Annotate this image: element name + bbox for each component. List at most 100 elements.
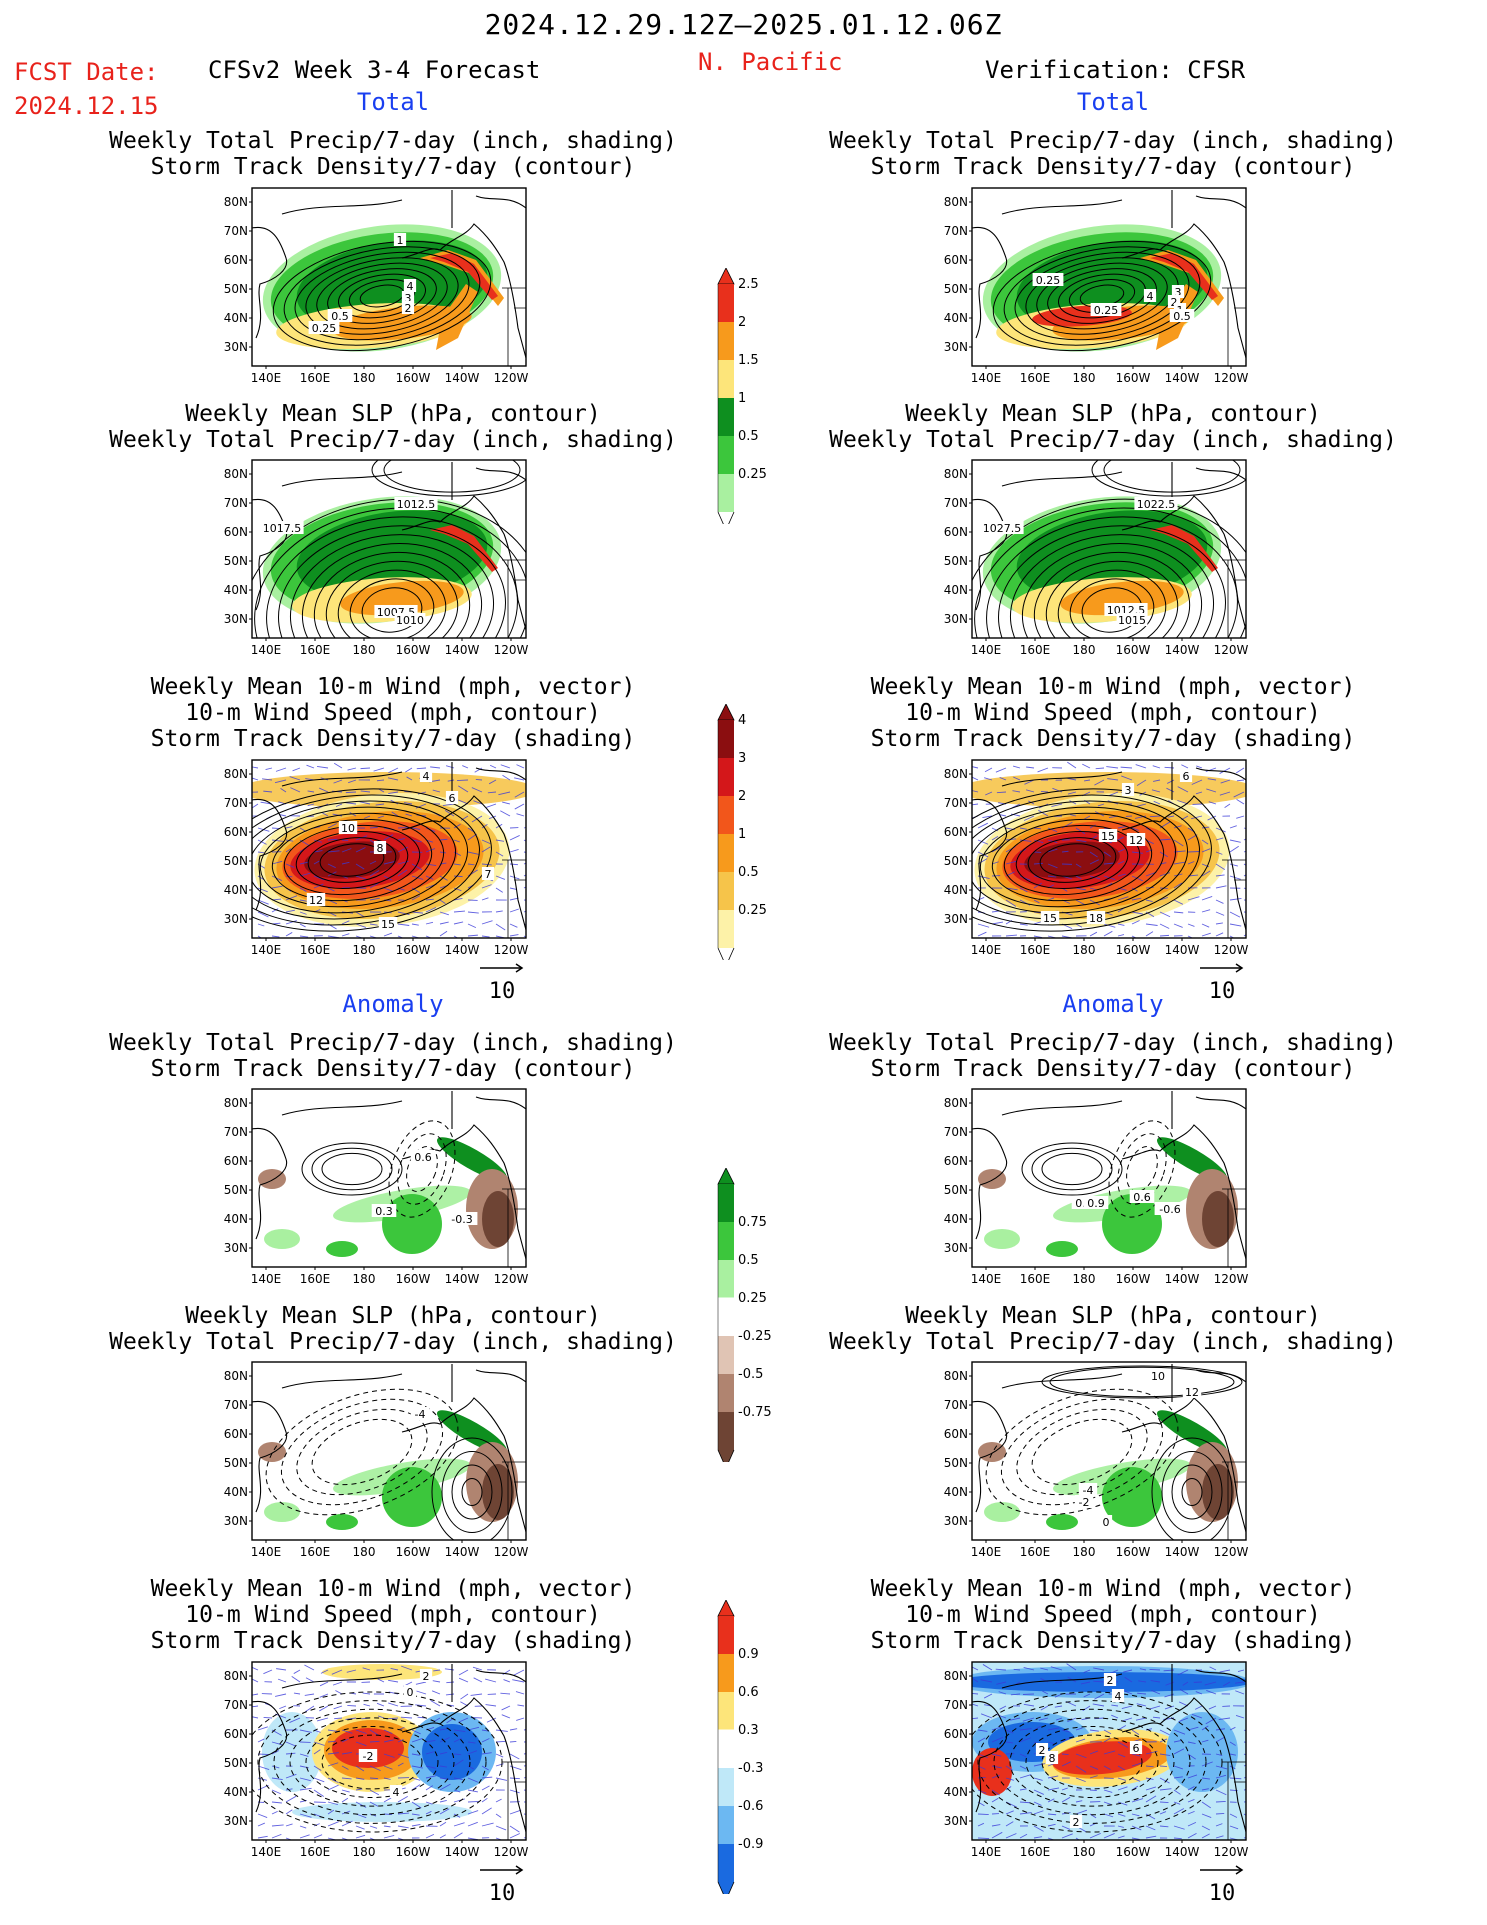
lon-tick-label: 160W [396,943,431,957]
contour-label: -0.3 [451,1213,472,1226]
contour-label: 2 [423,1670,430,1683]
map-panel-ob-total-precip: 0.2543210.50.2580N70N60N50N40N30N140E160… [920,186,1450,396]
lon-tick-label: 160W [1116,1272,1151,1286]
lat-tick-label: 60N [224,525,248,539]
lat-tick-label: 50N [224,282,248,296]
lon-tick-label: 140E [251,943,282,957]
contour-label: 1012.5 [397,498,436,511]
lon-tick-label: 120W [494,1545,529,1559]
lat-tick-label: 70N [224,1125,248,1139]
colorbar-label: -0.25 [738,1329,772,1344]
lat-tick-label: 80N [224,195,248,209]
lat-tick-label: 30N [224,340,248,354]
contour-label: 0 [1103,1516,1110,1529]
lon-tick-label: 140W [1165,371,1200,385]
lon-tick-label: 160E [300,643,331,657]
contour-label: 3 [1125,784,1132,797]
lon-tick-label: 120W [1214,1845,1249,1859]
lon-tick-label: 160W [1116,643,1151,657]
lon-tick-label: 140E [971,1545,1002,1559]
lat-tick-label: 30N [944,612,968,626]
lat-tick-label: 50N [944,282,968,296]
contour-label: 0.5 [331,310,349,323]
lon-tick-label: 140E [251,1545,282,1559]
vector-ref-ob-anom: 10 [1192,1862,1252,1906]
title-ob-anom-slp: Weekly Mean SLP (hPa, contour) Weekly Tot… [829,1303,1397,1355]
lon-tick-label: 180 [1073,943,1096,957]
colorbar-label: 4 [738,713,746,728]
contour-label: 0.5 [1173,310,1191,323]
lat-tick-label: 70N [224,1398,248,1412]
contour-label: 15 [1101,830,1115,843]
contour-label: 4 [393,1786,400,1799]
lon-tick-label: 160E [1020,643,1051,657]
lon-tick-label: 180 [1073,371,1096,385]
contour-label: 4 [1147,290,1154,303]
lat-tick-label: 40N [944,311,968,325]
map-panel-ob-anom-precip: 0.30.90.6-0.680N70N60N50N40N30N140E160E1… [920,1087,1450,1297]
lon-tick-label: 120W [494,643,529,657]
lon-tick-label: 140E [251,643,282,657]
contour-label: 8 [1049,1752,1056,1765]
colorbar-label: 2 [738,789,746,804]
lat-tick-label: 50N [944,1756,968,1770]
lat-tick-label: 40N [944,583,968,597]
title-fc-total-wind: Weekly Mean 10-m Wind (mph, vector) 10-m … [150,674,636,752]
lat-tick-label: 80N [944,1669,968,1683]
lon-tick-label: 160W [396,1272,431,1286]
contour-label: 12 [1129,834,1143,847]
lon-tick-label: 160W [1116,371,1151,385]
lon-tick-label: 160E [300,371,331,385]
lon-tick-label: 160E [300,1545,331,1559]
lat-tick-label: 50N [224,1756,248,1770]
lon-tick-label: 160E [300,1272,331,1286]
lat-tick-label: 80N [224,767,248,781]
colorbar-label: 2.5 [738,277,759,292]
title-fc-anom-slp: Weekly Mean SLP (hPa, contour) Weekly Tot… [109,1303,677,1355]
colorbar-label: 0.5 [738,865,759,880]
contour-label: 1015 [1118,614,1146,627]
lat-tick-label: 70N [224,1698,248,1712]
lon-tick-label: 180 [1073,1845,1096,1859]
lon-tick-label: 120W [494,1845,529,1859]
contour-label: 0.25 [1036,274,1061,287]
lat-tick-label: 60N [224,1727,248,1741]
vector-ref-fc-anom: 10 [472,1862,532,1906]
lon-tick-label: 160E [1020,1272,1051,1286]
contour-label: 6 [1133,1742,1140,1755]
lon-tick-label: 140W [445,371,480,385]
lat-tick-label: 70N [224,496,248,510]
colorbar-label: 0.3 [738,1723,759,1738]
arrow-icon [1200,1865,1244,1875]
colorbar-label: -0.6 [738,1799,763,1814]
lon-tick-label: 180 [353,943,376,957]
lon-tick-label: 140W [445,643,480,657]
lon-tick-label: 140E [251,371,282,385]
lon-tick-label: 140W [445,1272,480,1286]
colorbar-label: 0.5 [738,1253,759,1268]
title-fc-anom-wind: Weekly Mean 10-m Wind (mph, vector) 10-m … [150,1576,636,1654]
title-ob-total-slp: Weekly Mean SLP (hPa, contour) Weekly Tot… [829,401,1397,453]
vector-ref-ob-total: 10 [1192,960,1252,1004]
lat-tick-label: 70N [224,796,248,810]
lon-tick-label: 140E [971,371,1002,385]
lon-tick-label: 180 [1073,1272,1096,1286]
lon-tick-label: 180 [353,1272,376,1286]
lat-tick-label: 80N [944,767,968,781]
lon-tick-label: 120W [1214,643,1249,657]
lon-tick-label: 180 [1073,643,1096,657]
contour-label: 8 [377,842,384,855]
lat-tick-label: 80N [944,1369,968,1383]
lat-tick-label: 60N [944,253,968,267]
map-panel-fc-total-precip: 1 4 3 2 0.5 0.25 80N 70N 60N 50N 40N 30N 140E 160E 180… [200,186,730,396]
lon-tick-label: 160E [300,1845,331,1859]
lat-tick-label: 30N [224,612,248,626]
title-ob-anom-precip: Weekly Total Precip/7-day (inch, shading… [829,1030,1397,1082]
lon-tick-label: 140W [1165,943,1200,957]
lon-tick-label: 160E [1020,371,1051,385]
lat-tick-label: 50N [224,1183,248,1197]
lat-tick-label: 60N [944,525,968,539]
colorbar-label: 2 [738,315,746,330]
lat-tick-label: 50N [944,854,968,868]
lon-tick-label: 140W [445,1545,480,1559]
